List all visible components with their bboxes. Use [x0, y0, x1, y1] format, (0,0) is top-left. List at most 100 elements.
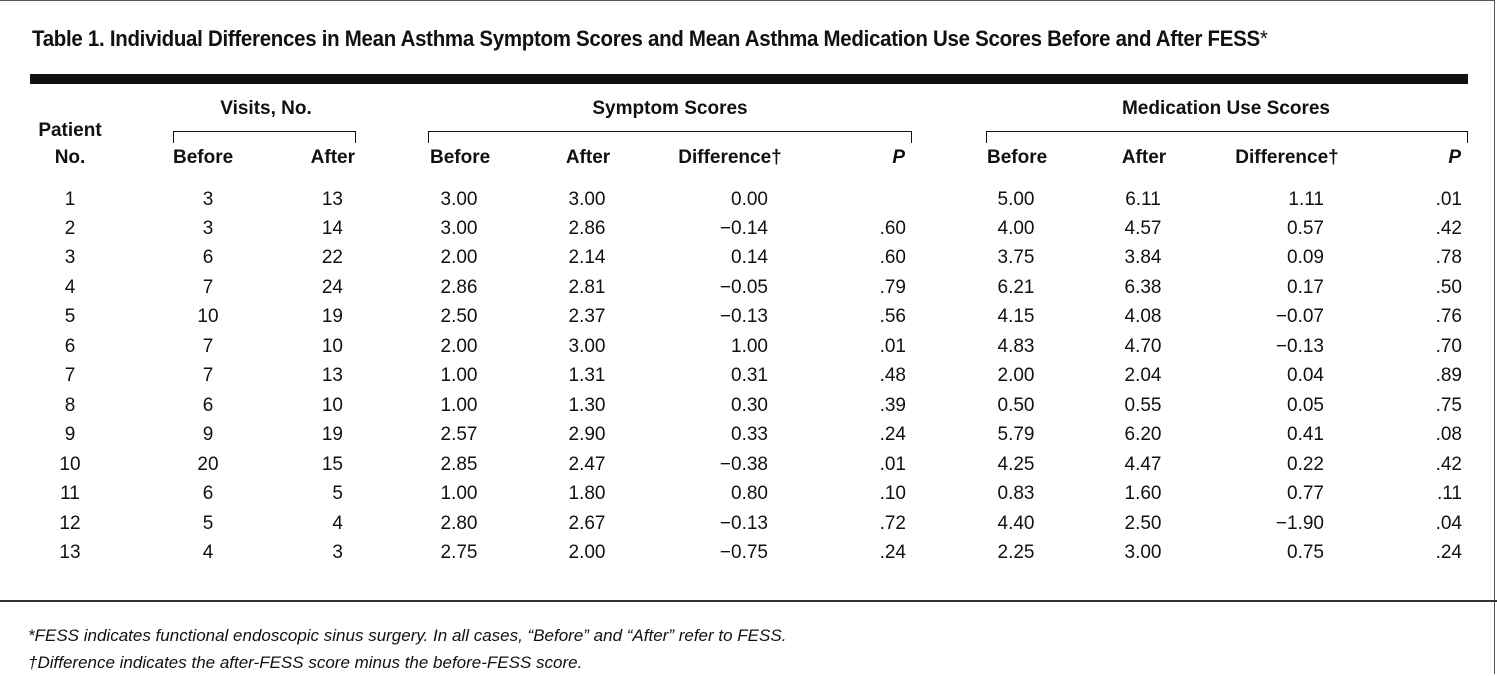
table-row: 11 6 5 1.00 1.80 0.80 .10 0.83 1.60 0.77… — [0, 483, 1497, 513]
cell-medication-before: 4.83 — [997, 336, 1035, 357]
table-title: Table 1. Individual Differences in Mean … — [32, 26, 1268, 52]
cell-medication-after: 6.11 — [1125, 189, 1161, 210]
cell-visits-before: 7 — [202, 365, 214, 386]
symptom-group-bracket — [428, 131, 912, 143]
cell-medication-after: 4.70 — [1124, 336, 1162, 357]
header-visits-before: Before — [173, 147, 234, 168]
cell-medication-after: 3.00 — [1124, 542, 1162, 563]
cell-medication-difference: −0.13 — [1275, 336, 1324, 357]
cell-patient: 3 — [64, 247, 76, 268]
cell-medication-before: 6.21 — [997, 277, 1035, 298]
cell-visits-after: 19 — [321, 306, 343, 327]
cell-symptom-after: 2.86 — [568, 218, 606, 239]
footnote-difference: †Difference indicates the after-FESS sco… — [28, 653, 583, 672]
cell-medication-after: 4.57 — [1124, 218, 1162, 239]
header-patient-line2: No. — [54, 147, 86, 168]
cell-medication-p: .42 — [1435, 454, 1462, 475]
cell-medication-difference: 0.57 — [1287, 218, 1324, 239]
cell-symptom-before: 1.00 — [440, 365, 478, 386]
table-row: 9 9 19 2.57 2.90 0.33 .24 5.79 6.20 0.41… — [0, 424, 1497, 454]
cell-medication-p: .89 — [1435, 365, 1462, 386]
cell-symptom-before: 2.00 — [440, 336, 478, 357]
medication-group-bracket — [986, 131, 1468, 143]
cell-patient: 2 — [64, 218, 76, 239]
cell-symptom-after: 2.90 — [568, 424, 606, 445]
cell-symptom-difference: −0.75 — [719, 542, 768, 563]
cell-visits-before: 7 — [202, 277, 214, 298]
cell-patient: 5 — [64, 306, 76, 327]
cell-medication-difference: 0.09 — [1287, 247, 1324, 268]
cell-symptom-after: 2.37 — [568, 306, 606, 327]
table-row: 2 3 14 3.00 2.86 −0.14 .60 4.00 4.57 0.5… — [0, 218, 1497, 248]
header-visits-after: After — [310, 147, 355, 168]
table-row: 3 6 22 2.00 2.14 0.14 .60 3.75 3.84 0.09… — [0, 247, 1497, 277]
cell-medication-after: 6.20 — [1124, 424, 1162, 445]
cell-symptom-difference: −0.13 — [719, 513, 768, 534]
cell-patient: 9 — [64, 424, 76, 445]
header-symptom-difference: Difference† — [678, 147, 782, 168]
table-row: 7 7 13 1.00 1.31 0.31 .48 2.00 2.04 0.04… — [0, 365, 1497, 395]
cell-symptom-p: .79 — [879, 277, 906, 298]
cell-medication-p: .04 — [1435, 513, 1462, 534]
cell-symptom-after: 3.00 — [568, 336, 606, 357]
cell-medication-difference: −0.07 — [1275, 306, 1324, 327]
cell-visits-before: 9 — [202, 424, 214, 445]
cell-medication-p: .70 — [1435, 336, 1462, 357]
table-row: 1 3 13 3.00 3.00 0.00 5.00 6.11 1.11 .01 — [0, 189, 1497, 219]
cell-medication-before: 0.50 — [997, 395, 1035, 416]
cell-visits-after: 24 — [321, 277, 343, 298]
cell-medication-before: 2.00 — [997, 365, 1035, 386]
cell-symptom-p: .39 — [879, 395, 906, 416]
visits-group-bracket — [173, 131, 356, 143]
table-title-mark: * — [1259, 26, 1268, 51]
header-symptom-after: After — [565, 147, 611, 168]
cell-symptom-difference: 0.00 — [731, 189, 768, 210]
cell-symptom-before: 2.80 — [440, 513, 478, 534]
cell-visits-after: 4 — [332, 513, 343, 534]
cell-symptom-difference: −0.05 — [719, 277, 768, 298]
cell-medication-difference: 0.77 — [1287, 483, 1324, 504]
cell-medication-after: 6.38 — [1124, 277, 1162, 298]
cell-symptom-p: .24 — [879, 424, 906, 445]
cell-medication-before: 4.40 — [997, 513, 1035, 534]
cell-symptom-p: .72 — [879, 513, 906, 534]
cell-medication-difference: 0.04 — [1287, 365, 1324, 386]
header-visits-group: Visits, No. — [220, 98, 312, 119]
cell-symptom-after: 2.67 — [568, 513, 606, 534]
cell-patient: 8 — [64, 395, 76, 416]
cell-medication-after: 2.50 — [1124, 513, 1162, 534]
cell-symptom-p: .10 — [879, 483, 906, 504]
top-rule — [30, 74, 1468, 84]
cell-medication-p: .42 — [1435, 218, 1462, 239]
header-symptom-group: Symptom Scores — [592, 98, 748, 119]
cell-symptom-after: 1.31 — [568, 365, 606, 386]
cell-medication-p: .75 — [1435, 395, 1462, 416]
table-row: 4 7 24 2.86 2.81 −0.05 .79 6.21 6.38 0.1… — [0, 277, 1497, 307]
cell-medication-after: 4.08 — [1124, 306, 1162, 327]
table-title-text: Table 1. Individual Differences in Mean … — [32, 26, 1260, 51]
cell-medication-after: 0.55 — [1124, 395, 1162, 416]
cell-symptom-difference: −0.14 — [719, 218, 768, 239]
header-medication-p: P — [1448, 147, 1461, 168]
cell-medication-after: 2.04 — [1124, 365, 1162, 386]
cell-visits-after: 22 — [321, 247, 343, 268]
cell-medication-before: 5.00 — [997, 189, 1035, 210]
cell-visits-before: 4 — [202, 542, 214, 563]
cell-medication-p: .78 — [1435, 247, 1462, 268]
cell-visits-before: 3 — [202, 218, 214, 239]
cell-symptom-p: .56 — [879, 306, 906, 327]
cell-medication-before: 0.83 — [997, 483, 1035, 504]
cell-symptom-before: 1.00 — [440, 395, 478, 416]
header-medication-difference: Difference† — [1235, 147, 1339, 168]
header-symptom-before: Before — [430, 147, 491, 168]
cell-visits-after: 10 — [321, 395, 343, 416]
header-patient-line1: Patient — [38, 120, 102, 141]
cell-symptom-after: 1.80 — [568, 483, 606, 504]
cell-symptom-difference: 0.31 — [731, 365, 768, 386]
cell-symptom-p: .60 — [879, 247, 906, 268]
cell-patient: 1 — [64, 189, 76, 210]
cell-visits-before: 10 — [197, 306, 219, 327]
cell-patient: 13 — [59, 542, 81, 563]
cell-medication-difference: 0.05 — [1287, 395, 1324, 416]
